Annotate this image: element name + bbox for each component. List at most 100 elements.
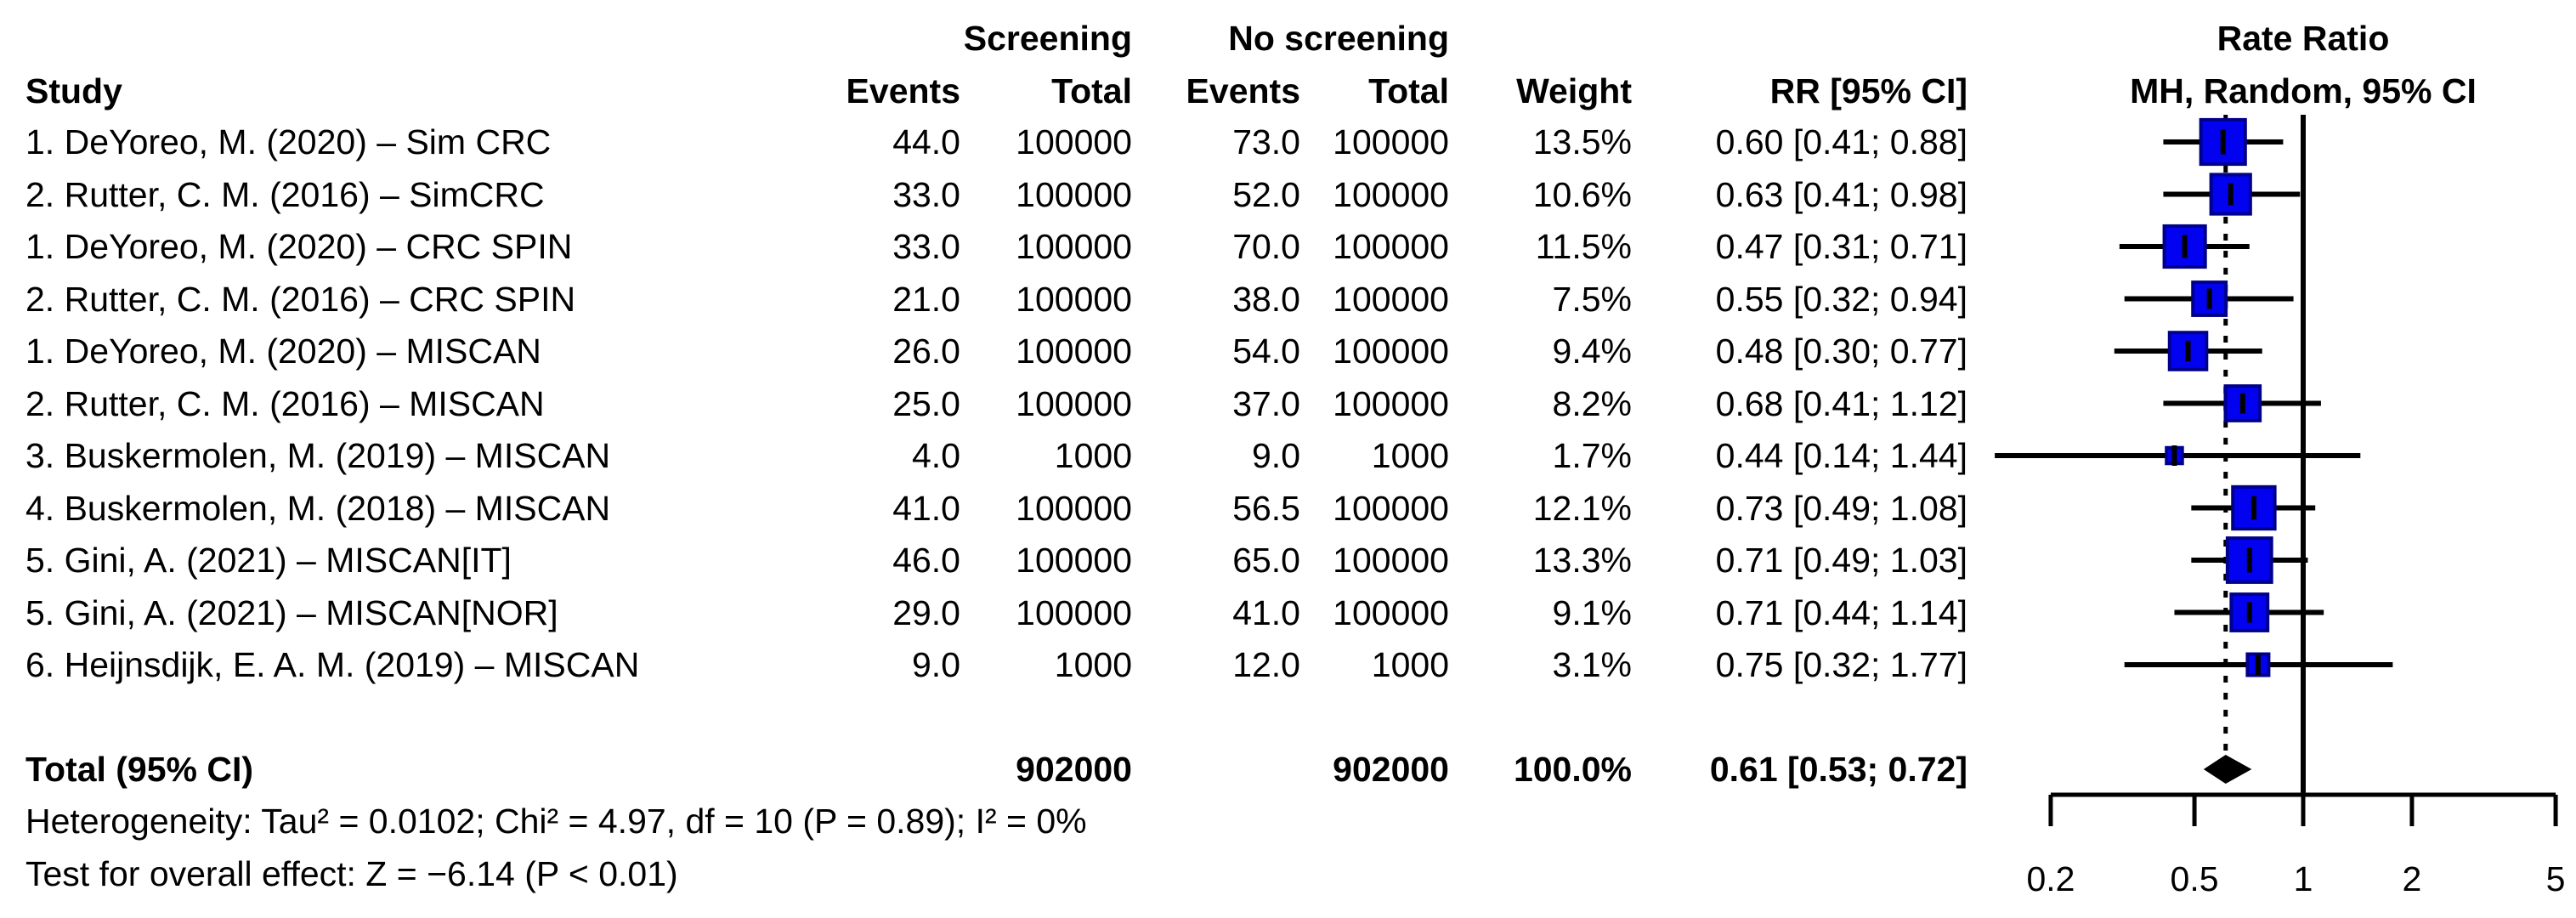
no-screening-total: 1000 <box>1371 436 1449 475</box>
screening-events: 9.0 <box>912 645 960 684</box>
rr-ci-text: 0.68 [0.41; 1.12] <box>1715 383 1967 423</box>
rr-ci-text: 0.63 [0.41; 0.98] <box>1715 174 1967 214</box>
no-screening-events: 54.0 <box>1232 332 1300 371</box>
plot-title-line2: MH, Random, 95% CI <box>2130 71 2477 110</box>
no-screening-events-header: Events <box>1186 71 1300 110</box>
screening-events: 33.0 <box>892 227 960 266</box>
no-screening-events: 12.0 <box>1232 645 1300 684</box>
plot-title-line1: Rate Ratio <box>2216 19 2390 58</box>
total-weight: 100.0% <box>1513 750 1632 789</box>
no-screening-events: 52.0 <box>1232 174 1300 214</box>
rr-ci-text: 0.55 [0.32; 0.94] <box>1715 279 1967 319</box>
screening-total: 100000 <box>1016 227 1132 266</box>
study-column-header: Study <box>25 71 122 110</box>
total-row-label: Total (95% CI) <box>25 750 254 789</box>
study-label: 3. Buskermolen, M. (2019) – MISCAN <box>25 436 611 475</box>
screening-events: 33.0 <box>892 174 960 214</box>
study-label: 2. Rutter, C. M. (2016) – MISCAN <box>25 383 545 423</box>
total-screening-total: 902000 <box>1016 750 1132 789</box>
weight-value: 8.2% <box>1552 383 1632 423</box>
screening-total-header: Total <box>1051 71 1132 110</box>
rr-ci-text: 0.75 [0.32; 1.77] <box>1715 645 1967 684</box>
no-screening-total: 100000 <box>1333 383 1449 423</box>
screening-total: 100000 <box>1016 488 1132 528</box>
no-screening-events: 9.0 <box>1252 436 1300 475</box>
weight-value: 13.5% <box>1532 122 1632 162</box>
no-screening-events: 37.0 <box>1232 383 1300 423</box>
screening-events: 26.0 <box>892 332 960 371</box>
no-screening-total: 100000 <box>1333 541 1449 580</box>
screening-events: 44.0 <box>892 122 960 162</box>
screening-events: 46.0 <box>892 541 960 580</box>
axis-tick-label: 0.2 <box>2026 859 2075 898</box>
weight-value: 9.4% <box>1552 332 1632 371</box>
screening-group-header: Screening <box>963 19 1132 58</box>
no-screening-group-header: No screening <box>1228 19 1449 58</box>
study-label: 2. Rutter, C. M. (2016) – SimCRC <box>25 174 545 214</box>
study-label: 1. DeYoreo, M. (2020) – Sim CRC <box>25 122 552 162</box>
weight-value: 10.6% <box>1532 174 1632 214</box>
weight-column-header: Weight <box>1516 71 1632 110</box>
no-screening-total: 1000 <box>1371 645 1449 684</box>
axis-tick-label: 1 <box>2294 859 2313 898</box>
weight-value: 3.1% <box>1552 645 1632 684</box>
weight-value: 9.1% <box>1552 592 1632 632</box>
no-screening-total: 100000 <box>1333 279 1449 319</box>
no-screening-events: 56.5 <box>1232 488 1300 528</box>
screening-total: 100000 <box>1016 279 1132 319</box>
axis-tick-label: 0.5 <box>2171 859 2219 898</box>
no-screening-total: 100000 <box>1333 332 1449 371</box>
weight-value: 7.5% <box>1552 279 1632 319</box>
weight-value: 12.1% <box>1532 488 1632 528</box>
screening-events: 4.0 <box>912 436 960 475</box>
screening-total: 100000 <box>1016 332 1132 371</box>
screening-total: 100000 <box>1016 122 1132 162</box>
no-screening-total: 100000 <box>1333 122 1449 162</box>
study-label: 6. Heijnsdijk, E. A. M. (2019) – MISCAN <box>25 645 640 684</box>
study-label: 2. Rutter, C. M. (2016) – CRC SPIN <box>25 279 576 319</box>
heterogeneity-text: Heterogeneity: Tau² = 0.0102; Chi² = 4.9… <box>25 802 1087 841</box>
screening-total: 100000 <box>1016 541 1132 580</box>
screening-total: 100000 <box>1016 592 1132 632</box>
total-rr-ci-text: 0.61 [0.53; 0.72] <box>1709 750 1967 789</box>
no-screening-events: 41.0 <box>1232 592 1300 632</box>
effect-square <box>2223 384 2262 422</box>
screening-events: 29.0 <box>892 592 960 632</box>
study-label: 5. Gini, A. (2021) – MISCAN[NOR] <box>25 592 558 632</box>
study-label: 1. DeYoreo, M. (2020) – MISCAN <box>25 332 541 371</box>
rr-ci-text: 0.71 [0.49; 1.03] <box>1715 541 1967 580</box>
rr-ci-text: 0.47 [0.31; 0.71] <box>1715 227 1967 266</box>
screening-events-header: Events <box>846 71 960 110</box>
weight-value: 11.5% <box>1535 227 1632 266</box>
rr-ci-text: 0.73 [0.49; 1.08] <box>1715 488 1967 528</box>
no-screening-events: 38.0 <box>1232 279 1300 319</box>
screening-events: 25.0 <box>892 383 960 423</box>
axis-tick-label: 2 <box>2403 859 2422 898</box>
overall-effect-text: Test for overall effect: Z = −6.14 (P < … <box>25 854 678 893</box>
screening-total: 100000 <box>1016 383 1132 423</box>
axis-tick-label: 5 <box>2546 859 2566 898</box>
screening-events: 21.0 <box>892 279 960 319</box>
no-screening-total: 100000 <box>1333 488 1449 528</box>
no-screening-total: 100000 <box>1333 174 1449 214</box>
rr-ci-text: 0.71 [0.44; 1.14] <box>1715 592 1967 632</box>
screening-events: 41.0 <box>892 488 960 528</box>
screening-total: 1000 <box>1054 645 1132 684</box>
no-screening-total: 100000 <box>1333 592 1449 632</box>
weight-value: 13.3% <box>1532 541 1632 580</box>
weight-value: 1.7% <box>1552 436 1632 475</box>
effect-square <box>2209 173 2252 216</box>
study-label: 1. DeYoreo, M. (2020) – CRC SPIN <box>25 227 573 266</box>
rr-ci-column-header: RR [95% CI] <box>1769 71 1967 110</box>
study-label: 4. Buskermolen, M. (2018) – MISCAN <box>25 488 611 528</box>
rr-ci-text: 0.48 [0.30; 0.77] <box>1715 332 1967 371</box>
total-no-screening-total: 902000 <box>1333 750 1449 789</box>
no-screening-total: 100000 <box>1333 227 1449 266</box>
rr-ci-text: 0.44 [0.14; 1.44] <box>1715 436 1967 475</box>
study-label: 5. Gini, A. (2021) – MISCAN[IT] <box>25 541 512 580</box>
screening-total: 100000 <box>1016 174 1132 214</box>
no-screening-events: 70.0 <box>1232 227 1300 266</box>
no-screening-events: 73.0 <box>1232 122 1300 162</box>
